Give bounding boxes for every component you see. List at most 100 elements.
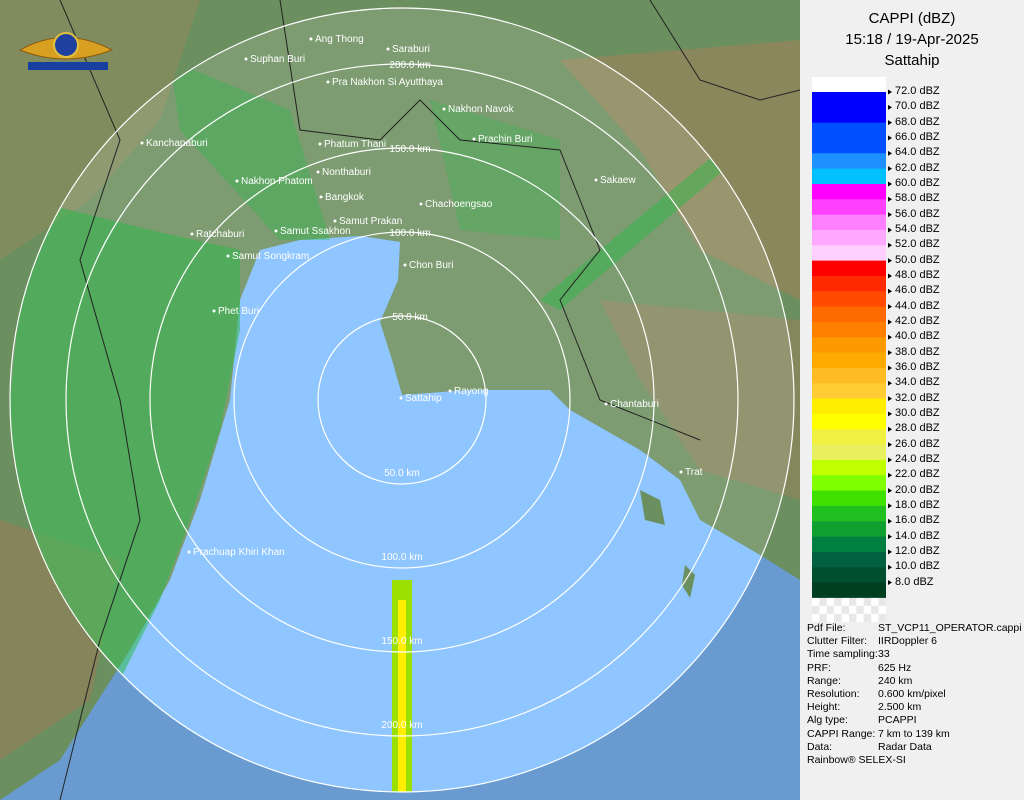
ring-label: 50.0 km — [384, 468, 420, 479]
scale-band — [812, 505, 886, 522]
legend-label: 16.0 dBZ — [895, 514, 940, 527]
border — [649, 0, 800, 101]
place-dot — [140, 141, 144, 145]
legend-label: 26.0 dBZ — [895, 437, 940, 450]
place-label: Suphan Buri — [250, 54, 305, 65]
place-label: Prachin Buri — [478, 134, 532, 145]
tick-arrow — [888, 104, 892, 110]
range-rings: 50.0 km 50.0 km 100.0 km 100.0 km 150.0 km 15… — [9, 7, 795, 793]
legend-label: 62.0 dBZ — [895, 161, 940, 174]
scale-checker — [841, 597, 849, 606]
place-labels: Ang Thong Saraburi Suphan Buri Pra Nakhon S… — [140, 34, 703, 558]
scale-band — [812, 337, 886, 354]
time: 15:18 / 19-Apr-2025 — [845, 31, 979, 48]
legend-label: 54.0 dBZ — [895, 222, 940, 235]
scale-band — [812, 321, 886, 338]
rain-echo — [398, 600, 406, 792]
place-dot — [187, 550, 191, 554]
range-ring — [9, 7, 795, 793]
place-label: Trat — [685, 467, 703, 478]
tick-arrow — [888, 120, 892, 126]
legend-label: 20.0 dBZ — [895, 483, 940, 496]
logo — [18, 32, 114, 70]
info-value: PCAPPI — [878, 714, 917, 727]
ring-label: 150.0 km — [381, 636, 422, 647]
tick-arrow — [888, 365, 892, 371]
tick-arrow — [888, 580, 892, 586]
legend-label: 12.0 dBZ — [895, 544, 940, 557]
tick-arrow — [888, 518, 892, 524]
legend-label: 36.0 dBZ — [895, 360, 940, 373]
tick-arrow — [888, 89, 892, 95]
scale-band — [812, 582, 886, 599]
legend-label: 14.0 dBZ — [895, 529, 940, 542]
place-label: Samut Prakan — [339, 216, 402, 227]
ring-label: 100.0 km — [389, 228, 430, 239]
place-dot — [212, 309, 216, 313]
tick-arrow — [888, 442, 892, 448]
ring-label: 50.0 km — [392, 312, 428, 323]
place-label: Ratchaburi — [196, 229, 244, 240]
info-key: Alg type: — [807, 714, 848, 727]
info-value: 240 km — [878, 674, 913, 687]
tick-arrow — [888, 350, 892, 356]
ring-label: 100.0 km — [381, 552, 422, 563]
legend-label: 22.0 dBZ — [895, 468, 940, 481]
scale-checker — [871, 597, 879, 606]
place-label: Chachoengsao — [425, 199, 493, 210]
coverage — [10, 8, 794, 792]
tick-arrow — [888, 258, 892, 264]
info-key: Pdf File: — [807, 622, 846, 634]
scale-band — [812, 459, 886, 476]
scale-band — [812, 567, 886, 584]
place-dot — [679, 470, 683, 474]
scale-band — [812, 367, 886, 384]
scale-checker — [841, 605, 849, 614]
place-dot — [226, 254, 230, 258]
place-label: Kanchanaburi — [146, 138, 208, 149]
legend-label: 30.0 dBZ — [895, 406, 940, 419]
place-dot — [472, 137, 476, 141]
tick-arrow — [888, 166, 892, 172]
legend-label: 58.0 dBZ — [895, 192, 940, 205]
tick-arrow — [888, 196, 892, 202]
tick-arrow — [888, 334, 892, 340]
scale-checker — [863, 613, 872, 622]
legend-label: 18.0 dBZ — [895, 498, 940, 511]
legend-label: 42.0 dBZ — [895, 314, 940, 327]
place-dot — [274, 229, 278, 233]
scale-band — [812, 291, 886, 308]
tick-arrow — [888, 426, 892, 432]
scale-checker — [819, 597, 827, 606]
rain-echo — [10, 200, 240, 720]
range-ring — [233, 231, 571, 569]
scale-band — [812, 475, 886, 492]
info-key: Data: — [807, 740, 833, 753]
place-dot — [399, 396, 403, 400]
range-ring — [149, 147, 655, 653]
place-dot — [333, 219, 337, 223]
tick-arrow — [888, 273, 892, 279]
rain-echo — [540, 150, 730, 310]
legend-label: 40.0 dBZ — [895, 330, 940, 343]
terrain — [560, 40, 800, 300]
terrain — [600, 300, 800, 500]
scale-band — [812, 229, 886, 246]
tick-arrow — [888, 181, 892, 187]
legend-label: 10.0 dBZ — [895, 560, 940, 573]
place-label: Sakaew — [600, 175, 636, 186]
scale-checker — [841, 613, 849, 622]
scale-checker — [863, 597, 872, 606]
info-value: 2.500 km — [878, 701, 922, 714]
legend-label: 68.0 dBZ — [895, 115, 940, 128]
scale-checker — [826, 605, 835, 614]
tick-arrow — [888, 549, 892, 555]
scale-band — [812, 521, 886, 538]
tick-arrow — [888, 242, 892, 248]
place-dot — [419, 202, 423, 206]
scale-checker — [819, 605, 827, 614]
place-label: Nakhon Phatom — [241, 176, 313, 187]
legend-label: 32.0 dBZ — [895, 391, 940, 404]
scale-checker — [812, 613, 820, 622]
scale-band — [812, 260, 886, 277]
